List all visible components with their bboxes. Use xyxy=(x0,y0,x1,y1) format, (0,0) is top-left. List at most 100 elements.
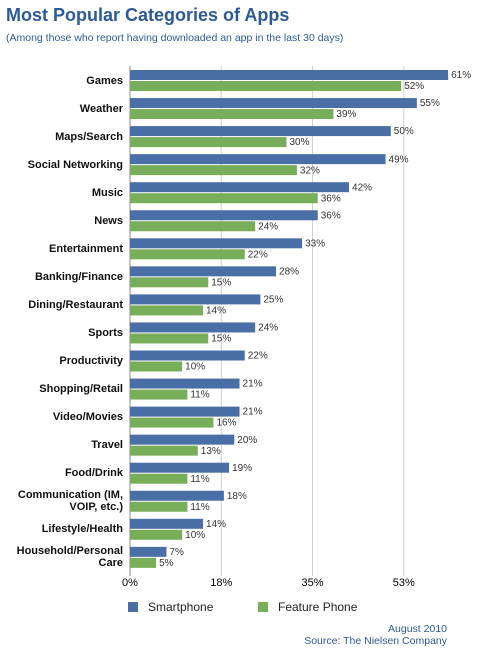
bar xyxy=(130,361,183,372)
category-label: News xyxy=(94,214,123,227)
value-label: 16% xyxy=(216,418,236,429)
value-label: 61% xyxy=(451,70,471,81)
bar xyxy=(130,70,449,80)
value-label: 11% xyxy=(190,502,209,513)
value-label: 22% xyxy=(248,249,268,260)
value-label: 15% xyxy=(211,334,231,345)
bar xyxy=(130,529,183,540)
bar xyxy=(130,154,386,165)
source-note: Source: The Nielsen Company xyxy=(304,635,448,647)
value-label: 21% xyxy=(243,407,263,418)
value-label: 21% xyxy=(243,379,263,390)
value-label: 55% xyxy=(420,98,440,109)
bar xyxy=(130,333,209,344)
value-label: 14% xyxy=(206,306,226,317)
bar xyxy=(130,462,230,473)
bar xyxy=(130,165,297,176)
value-label: 11% xyxy=(190,390,209,401)
bar xyxy=(130,277,209,288)
category-label: Productivity xyxy=(59,355,123,367)
value-label: 13% xyxy=(201,446,221,457)
category-label: Shopping/Retail xyxy=(39,383,123,396)
value-label: 22% xyxy=(248,351,268,362)
bar xyxy=(130,182,350,193)
value-label: 24% xyxy=(258,221,278,232)
category-label: Video/Movies xyxy=(52,411,123,424)
value-label: 11% xyxy=(190,474,209,485)
category-label: Social Networking xyxy=(27,158,123,171)
category-label: Travel xyxy=(91,439,123,452)
category-label: Weather xyxy=(79,102,123,115)
value-label: 52% xyxy=(404,81,424,92)
category-label: Lifestyle/Health xyxy=(41,523,123,536)
value-label: 15% xyxy=(211,277,231,288)
bar xyxy=(130,294,261,305)
date-note: August 2010 xyxy=(388,623,447,635)
category-label: Music xyxy=(91,186,123,199)
bar xyxy=(130,417,214,428)
category-label: Games xyxy=(86,74,123,87)
legend-label: Feature Phone xyxy=(278,600,358,614)
bar xyxy=(130,305,204,316)
bar xyxy=(130,445,198,456)
value-label: 49% xyxy=(389,154,409,165)
bar xyxy=(130,193,318,204)
category-label: Dining/Restaurant xyxy=(28,298,123,311)
legend-swatch xyxy=(258,602,268,612)
x-tick-label: 35% xyxy=(302,577,324,589)
bar xyxy=(130,490,224,501)
value-label: 32% xyxy=(300,165,320,176)
bar xyxy=(130,221,256,232)
bar xyxy=(130,557,157,568)
value-label: 36% xyxy=(321,210,341,221)
bar xyxy=(130,322,256,333)
value-label: 20% xyxy=(237,435,257,446)
bar xyxy=(130,473,188,484)
category-label: Banking/Finance xyxy=(34,270,123,283)
value-label: 50% xyxy=(394,126,414,137)
value-label: 10% xyxy=(185,362,205,373)
value-label: 42% xyxy=(352,182,372,193)
category-label: Household/Personal Care xyxy=(16,545,123,570)
bar xyxy=(130,81,402,91)
value-label: 33% xyxy=(305,238,325,249)
bar xyxy=(130,518,204,529)
category-label: Sports xyxy=(88,326,123,339)
x-tick-label: 18% xyxy=(210,577,232,589)
value-label: 19% xyxy=(232,463,252,474)
bar xyxy=(130,389,188,400)
bar xyxy=(130,249,245,260)
value-label: 24% xyxy=(258,323,278,334)
x-tick-label: 0% xyxy=(122,577,138,589)
value-label: 7% xyxy=(170,547,185,558)
category-label: Entertainment xyxy=(49,242,123,255)
legend-swatch xyxy=(128,602,138,612)
value-label: 30% xyxy=(289,137,309,148)
x-tick-label: 53% xyxy=(393,577,415,589)
bar xyxy=(130,98,417,109)
bar xyxy=(130,434,235,445)
bar xyxy=(130,126,391,137)
value-label: 28% xyxy=(279,266,299,277)
bar xyxy=(130,109,334,120)
chart-subtitle: (Among those who report having downloade… xyxy=(6,32,343,44)
bar xyxy=(130,501,188,512)
bar xyxy=(130,406,240,417)
bar xyxy=(130,350,245,361)
value-label: 10% xyxy=(185,530,205,541)
value-label: 14% xyxy=(206,519,226,530)
value-label: 25% xyxy=(263,295,283,306)
value-label: 39% xyxy=(336,109,356,120)
category-label: Maps/Search xyxy=(55,130,123,143)
category-label: Communication (IM, VOIP, etc.) xyxy=(17,489,123,514)
legend-label: Smartphone xyxy=(148,600,214,614)
bar xyxy=(130,210,318,221)
bar xyxy=(130,378,240,389)
value-label: 18% xyxy=(227,491,247,502)
bar xyxy=(130,137,287,148)
bar xyxy=(130,238,303,249)
bar xyxy=(130,266,277,277)
category-label: Food/Drink xyxy=(64,467,123,480)
bar xyxy=(130,546,167,557)
